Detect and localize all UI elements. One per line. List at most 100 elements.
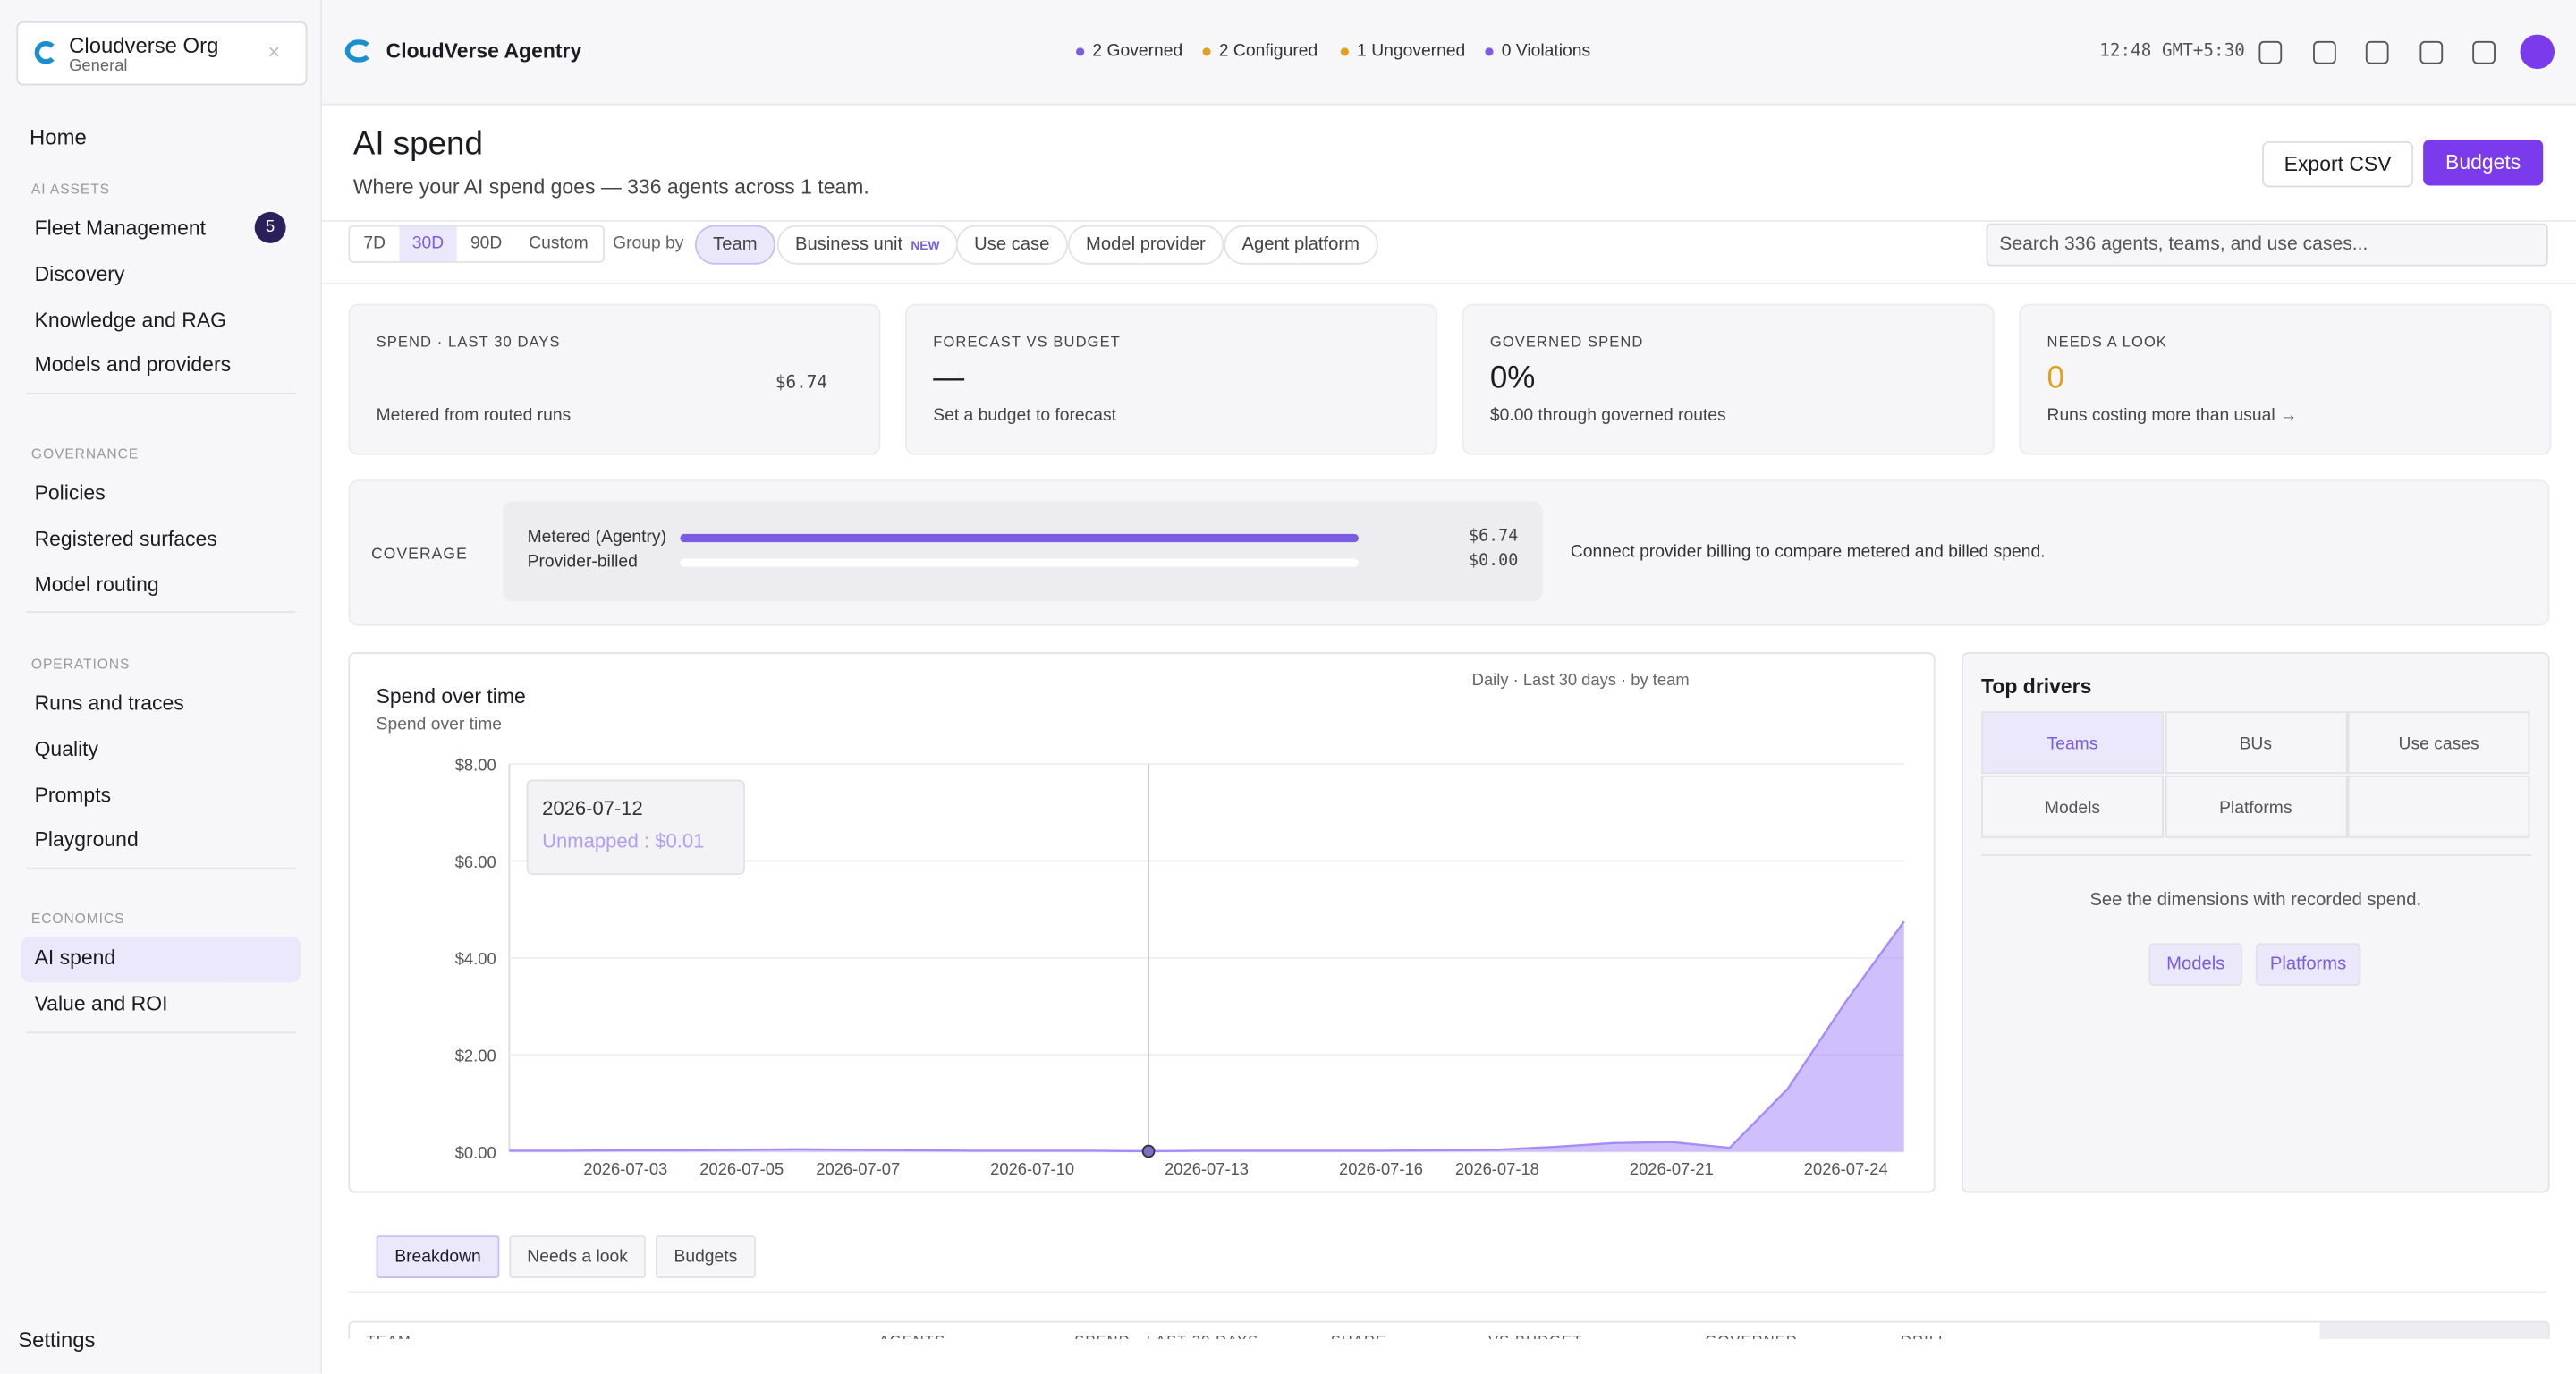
y-tick-label: $6.00: [455, 852, 496, 871]
group-pill[interactable]: Agent platform: [1224, 225, 1378, 265]
range-option[interactable]: 7D: [363, 233, 386, 253]
nav-badge: 5: [254, 211, 286, 243]
search-input[interactable]: Search 336 agents, teams, and use cases.…: [1986, 223, 2548, 267]
nav-item[interactable]: Models and providers: [34, 353, 232, 377]
nav-item[interactable]: Registered surfaces: [34, 527, 217, 550]
chart: $0.00 $2.00 $4.00 $6.00 $8.00 2026-07-03 2026-…: [455, 755, 1905, 1178]
driver-tab[interactable]: Platforms: [2164, 775, 2347, 838]
kpi-value: 0%: [1489, 361, 1536, 396]
hover-point: [1141, 1144, 1156, 1158]
settings-link[interactable]: Settings: [18, 1327, 96, 1353]
group-pill[interactable]: Team: [694, 225, 775, 265]
kpi-label: NEEDS A LOOK: [2046, 333, 2168, 351]
range-option[interactable]: Custom: [529, 233, 589, 253]
nav-active-bg: [21, 936, 301, 983]
nav-item[interactable]: Policies: [34, 481, 106, 505]
group-pill[interactable]: Business unit NEW: [776, 225, 958, 265]
nav-divider: [26, 1030, 296, 1033]
x-tick-label: 2026-07-24: [1804, 1159, 1888, 1178]
group-label: Team: [713, 234, 758, 255]
org-sub: General: [69, 57, 128, 76]
coverage-value: $6.74: [1469, 527, 1519, 546]
nav-item[interactable]: Prompts: [34, 783, 112, 807]
line: [509, 920, 1905, 1153]
driver-tab[interactable]: Models: [1981, 775, 2164, 838]
group-pill[interactable]: Model provider: [1067, 225, 1224, 265]
chart-caption: Daily · Last 30 days · by team: [1471, 672, 1690, 691]
nav-divider: [26, 868, 296, 869]
coverage-note: Connect provider billing to compare mete…: [1570, 542, 2046, 563]
new-badge: NEW: [911, 238, 940, 253]
nav-section-label: OPERATIONS: [30, 655, 131, 673]
drivers-empty: See the dimensions with recorded spend.: [2089, 890, 2422, 911]
icon-button[interactable]: [2472, 40, 2496, 64]
kpi-card: FORECAST VS BUDGET — Set a budget to forec…: [905, 303, 1438, 455]
coverage-label: COVERAGE: [371, 545, 468, 564]
brand-logo: [344, 39, 373, 63]
nav-item[interactable]: AI spend: [34, 946, 116, 970]
driver-tab[interactable]: Use cases: [2347, 711, 2530, 775]
divider: [321, 282, 2576, 284]
nav-item[interactable]: Discovery: [34, 262, 125, 286]
driver-chip[interactable]: Platforms: [2255, 943, 2361, 987]
driver-chip[interactable]: Models: [2148, 943, 2243, 987]
button[interactable]: Export CSV: [2262, 140, 2414, 188]
nav-item[interactable]: Value and ROI: [34, 991, 168, 1015]
sidebar: Cloudverse Org General × Home AI ASSETS Fleet…: [0, 0, 322, 1374]
nav-section-label: GOVERNANCE: [30, 445, 140, 462]
coverage-panel: Metered (Agentry) $6.74 Provider-billed $0.…: [503, 501, 1543, 602]
tooltip-date: 2026-07-12: [542, 797, 643, 819]
range-option[interactable]: 30D: [399, 226, 457, 262]
tab[interactable]: Budgets: [655, 1235, 756, 1278]
status-dot: [1202, 47, 1211, 56]
nav-item[interactable]: Knowledge and RAG: [34, 308, 227, 332]
nav-item[interactable]: Home: [30, 124, 87, 150]
icon-button[interactable]: [2365, 40, 2389, 64]
driver-tab: [2347, 775, 2530, 838]
driver-tab[interactable]: BUs: [2164, 711, 2347, 775]
nav-item[interactable]: Fleet Management: [34, 216, 207, 241]
icon-button[interactable]: [2258, 40, 2283, 64]
org-logo: [34, 40, 58, 64]
icon-button[interactable]: [2313, 40, 2336, 64]
range-selector: 7D 30D 90D Custom: [348, 225, 605, 263]
chart-subtitle: Spend over time: [376, 714, 503, 735]
nav-section-label: ECONOMICS: [30, 910, 125, 927]
nav-item[interactable]: Playground: [34, 828, 139, 852]
nav-item[interactable]: Model routing: [34, 572, 159, 596]
coverage-row-label: Metered (Agentry): [527, 527, 667, 547]
divider: [321, 220, 2576, 222]
group-pill[interactable]: Use case: [955, 225, 1068, 265]
nav-item[interactable]: Runs and traces: [34, 691, 184, 715]
chart-card: Spend over time Spend over time Daily · La…: [348, 652, 1936, 1193]
driver-tab[interactable]: Teams: [1981, 711, 2164, 775]
kpi-card: GOVERNED SPEND 0% $0.00 through governed r…: [1462, 303, 1995, 455]
kpi-label: GOVERNED SPEND: [1489, 333, 1644, 351]
kpi-note: $0.00 through governed routes: [1489, 405, 1726, 426]
nav-divider: [26, 611, 296, 614]
group-label: Business unit: [794, 234, 903, 255]
coverage-value: $0.00: [1469, 552, 1519, 571]
icon-button[interactable]: [2419, 40, 2444, 64]
nav-item[interactable]: Quality: [34, 737, 99, 761]
page-subtitle: Where your AI spend goes — 336 agents ac…: [352, 175, 869, 199]
main: AI spend Where your AI spend goes — 336 a…: [321, 106, 2576, 1374]
topbar: CloudVerse Agentry 2 Governed 2 Configured…: [321, 0, 2576, 106]
button[interactable]: Budgets: [2423, 140, 2544, 186]
group-label: Model provider: [1086, 234, 1206, 255]
kpi-note: Set a budget to forecast: [933, 405, 1117, 426]
tab[interactable]: Breakdown: [376, 1235, 500, 1278]
range-option[interactable]: 90D: [470, 233, 503, 253]
y-tick-label: $8.00: [455, 755, 496, 774]
tab[interactable]: Needs a look: [509, 1235, 646, 1278]
x-tick-label: 2026-07-16: [1339, 1159, 1423, 1178]
group-label: Use case: [974, 234, 1050, 255]
kpi-value: 0: [2046, 361, 2064, 396]
org-switcher[interactable]: Cloudverse Org General ×: [16, 21, 308, 86]
y-tick-label: $0.00: [455, 1143, 496, 1162]
avatar[interactable]: [2520, 34, 2555, 70]
status-dot: [1340, 47, 1349, 56]
x-tick-label: 2026-07-07: [816, 1159, 900, 1178]
y-tick-label: $4.00: [455, 949, 496, 968]
